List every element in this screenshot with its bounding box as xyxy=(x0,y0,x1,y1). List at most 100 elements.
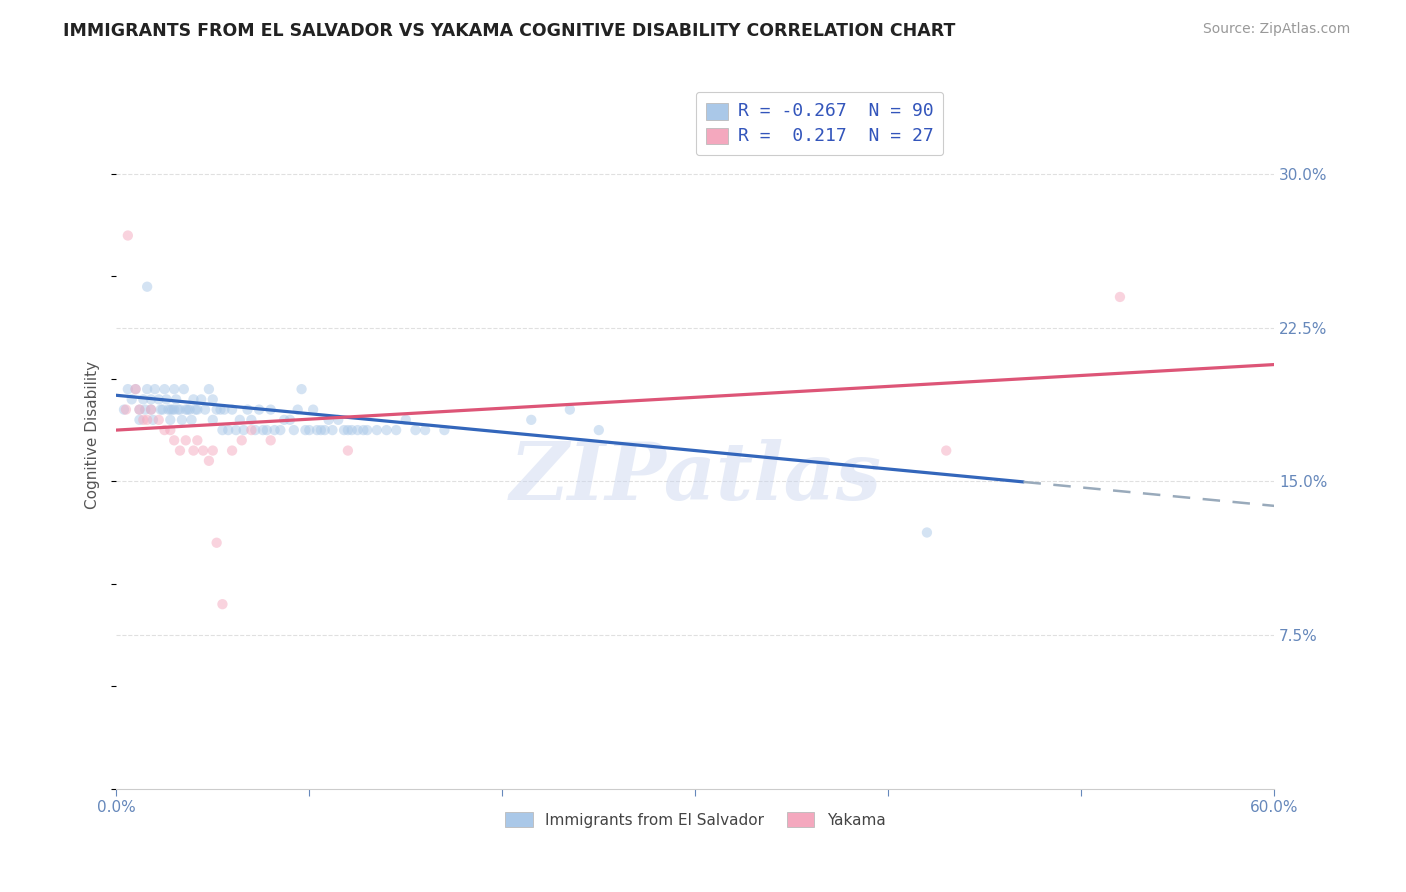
Point xyxy=(385,423,408,437)
Point xyxy=(221,443,243,458)
Point xyxy=(136,382,159,396)
Point xyxy=(352,423,374,437)
Point xyxy=(163,402,186,417)
Point xyxy=(157,402,180,417)
Point xyxy=(152,402,174,417)
Point xyxy=(201,392,224,407)
Point xyxy=(309,423,332,437)
Point xyxy=(217,423,239,437)
Point xyxy=(121,392,143,407)
Point xyxy=(269,423,291,437)
Text: IMMIGRANTS FROM EL SALVADOR VS YAKAMA COGNITIVE DISABILITY CORRELATION CHART: IMMIGRANTS FROM EL SALVADOR VS YAKAMA CO… xyxy=(63,22,956,40)
Point xyxy=(183,443,205,458)
Point xyxy=(190,392,212,407)
Point xyxy=(139,402,162,417)
Point xyxy=(170,413,193,427)
Point xyxy=(260,402,283,417)
Point xyxy=(333,423,356,437)
Point xyxy=(184,402,207,417)
Point xyxy=(136,279,159,293)
Point xyxy=(340,423,363,437)
Point xyxy=(115,402,138,417)
Point xyxy=(124,382,146,396)
Point xyxy=(139,392,162,407)
Point xyxy=(404,423,426,437)
Point xyxy=(256,423,278,437)
Point xyxy=(433,423,456,437)
Point xyxy=(211,597,233,611)
Point xyxy=(915,525,938,540)
Point xyxy=(336,443,359,458)
Point xyxy=(142,413,165,427)
Point xyxy=(149,402,172,417)
Point xyxy=(134,402,156,417)
Point xyxy=(205,402,228,417)
Point xyxy=(153,382,176,396)
Point xyxy=(395,413,418,427)
Point xyxy=(356,423,378,437)
Point xyxy=(132,413,155,427)
Point xyxy=(201,443,224,458)
Point xyxy=(314,423,336,437)
Point xyxy=(1109,290,1132,304)
Point xyxy=(163,382,186,396)
Point xyxy=(225,423,247,437)
Point xyxy=(413,423,436,437)
Point xyxy=(117,382,139,396)
Point xyxy=(173,382,195,396)
Point xyxy=(375,423,398,437)
Point xyxy=(163,434,186,448)
Point xyxy=(520,413,543,427)
Point xyxy=(201,413,224,427)
Point xyxy=(186,434,208,448)
Point xyxy=(128,413,150,427)
Point xyxy=(305,423,328,437)
Point xyxy=(294,423,316,437)
Point xyxy=(298,423,321,437)
Point xyxy=(139,402,162,417)
Text: Source: ZipAtlas.com: Source: ZipAtlas.com xyxy=(1202,22,1350,37)
Point xyxy=(263,423,285,437)
Point xyxy=(346,423,368,437)
Point xyxy=(245,423,267,437)
Point xyxy=(273,413,295,427)
Point xyxy=(198,454,221,468)
Point xyxy=(136,413,159,427)
Point xyxy=(302,402,325,417)
Point xyxy=(124,382,146,396)
Point xyxy=(148,413,170,427)
Point xyxy=(290,382,312,396)
Point xyxy=(205,535,228,549)
Point xyxy=(183,392,205,407)
Point xyxy=(128,402,150,417)
Point xyxy=(132,392,155,407)
Point xyxy=(191,443,214,458)
Point xyxy=(221,402,243,417)
Point xyxy=(283,423,305,437)
Point xyxy=(240,423,263,437)
Point xyxy=(180,413,202,427)
Point xyxy=(169,402,191,417)
Point xyxy=(153,423,176,437)
Point xyxy=(252,423,274,437)
Point xyxy=(159,423,181,437)
Point xyxy=(211,423,233,437)
Point xyxy=(278,413,301,427)
Point xyxy=(232,423,254,437)
Point xyxy=(179,402,201,417)
Point xyxy=(174,434,197,448)
Point xyxy=(198,382,221,396)
Point xyxy=(128,402,150,417)
Y-axis label: Cognitive Disability: Cognitive Disability xyxy=(86,361,100,509)
Point xyxy=(321,423,343,437)
Point xyxy=(117,228,139,243)
Point xyxy=(336,423,359,437)
Point xyxy=(236,402,259,417)
Point xyxy=(162,402,184,417)
Point xyxy=(176,402,198,417)
Point xyxy=(165,392,187,407)
Point xyxy=(588,423,610,437)
Legend: Immigrants from El Salvador, Yakama: Immigrants from El Salvador, Yakama xyxy=(499,805,891,834)
Point xyxy=(186,402,208,417)
Point xyxy=(194,402,217,417)
